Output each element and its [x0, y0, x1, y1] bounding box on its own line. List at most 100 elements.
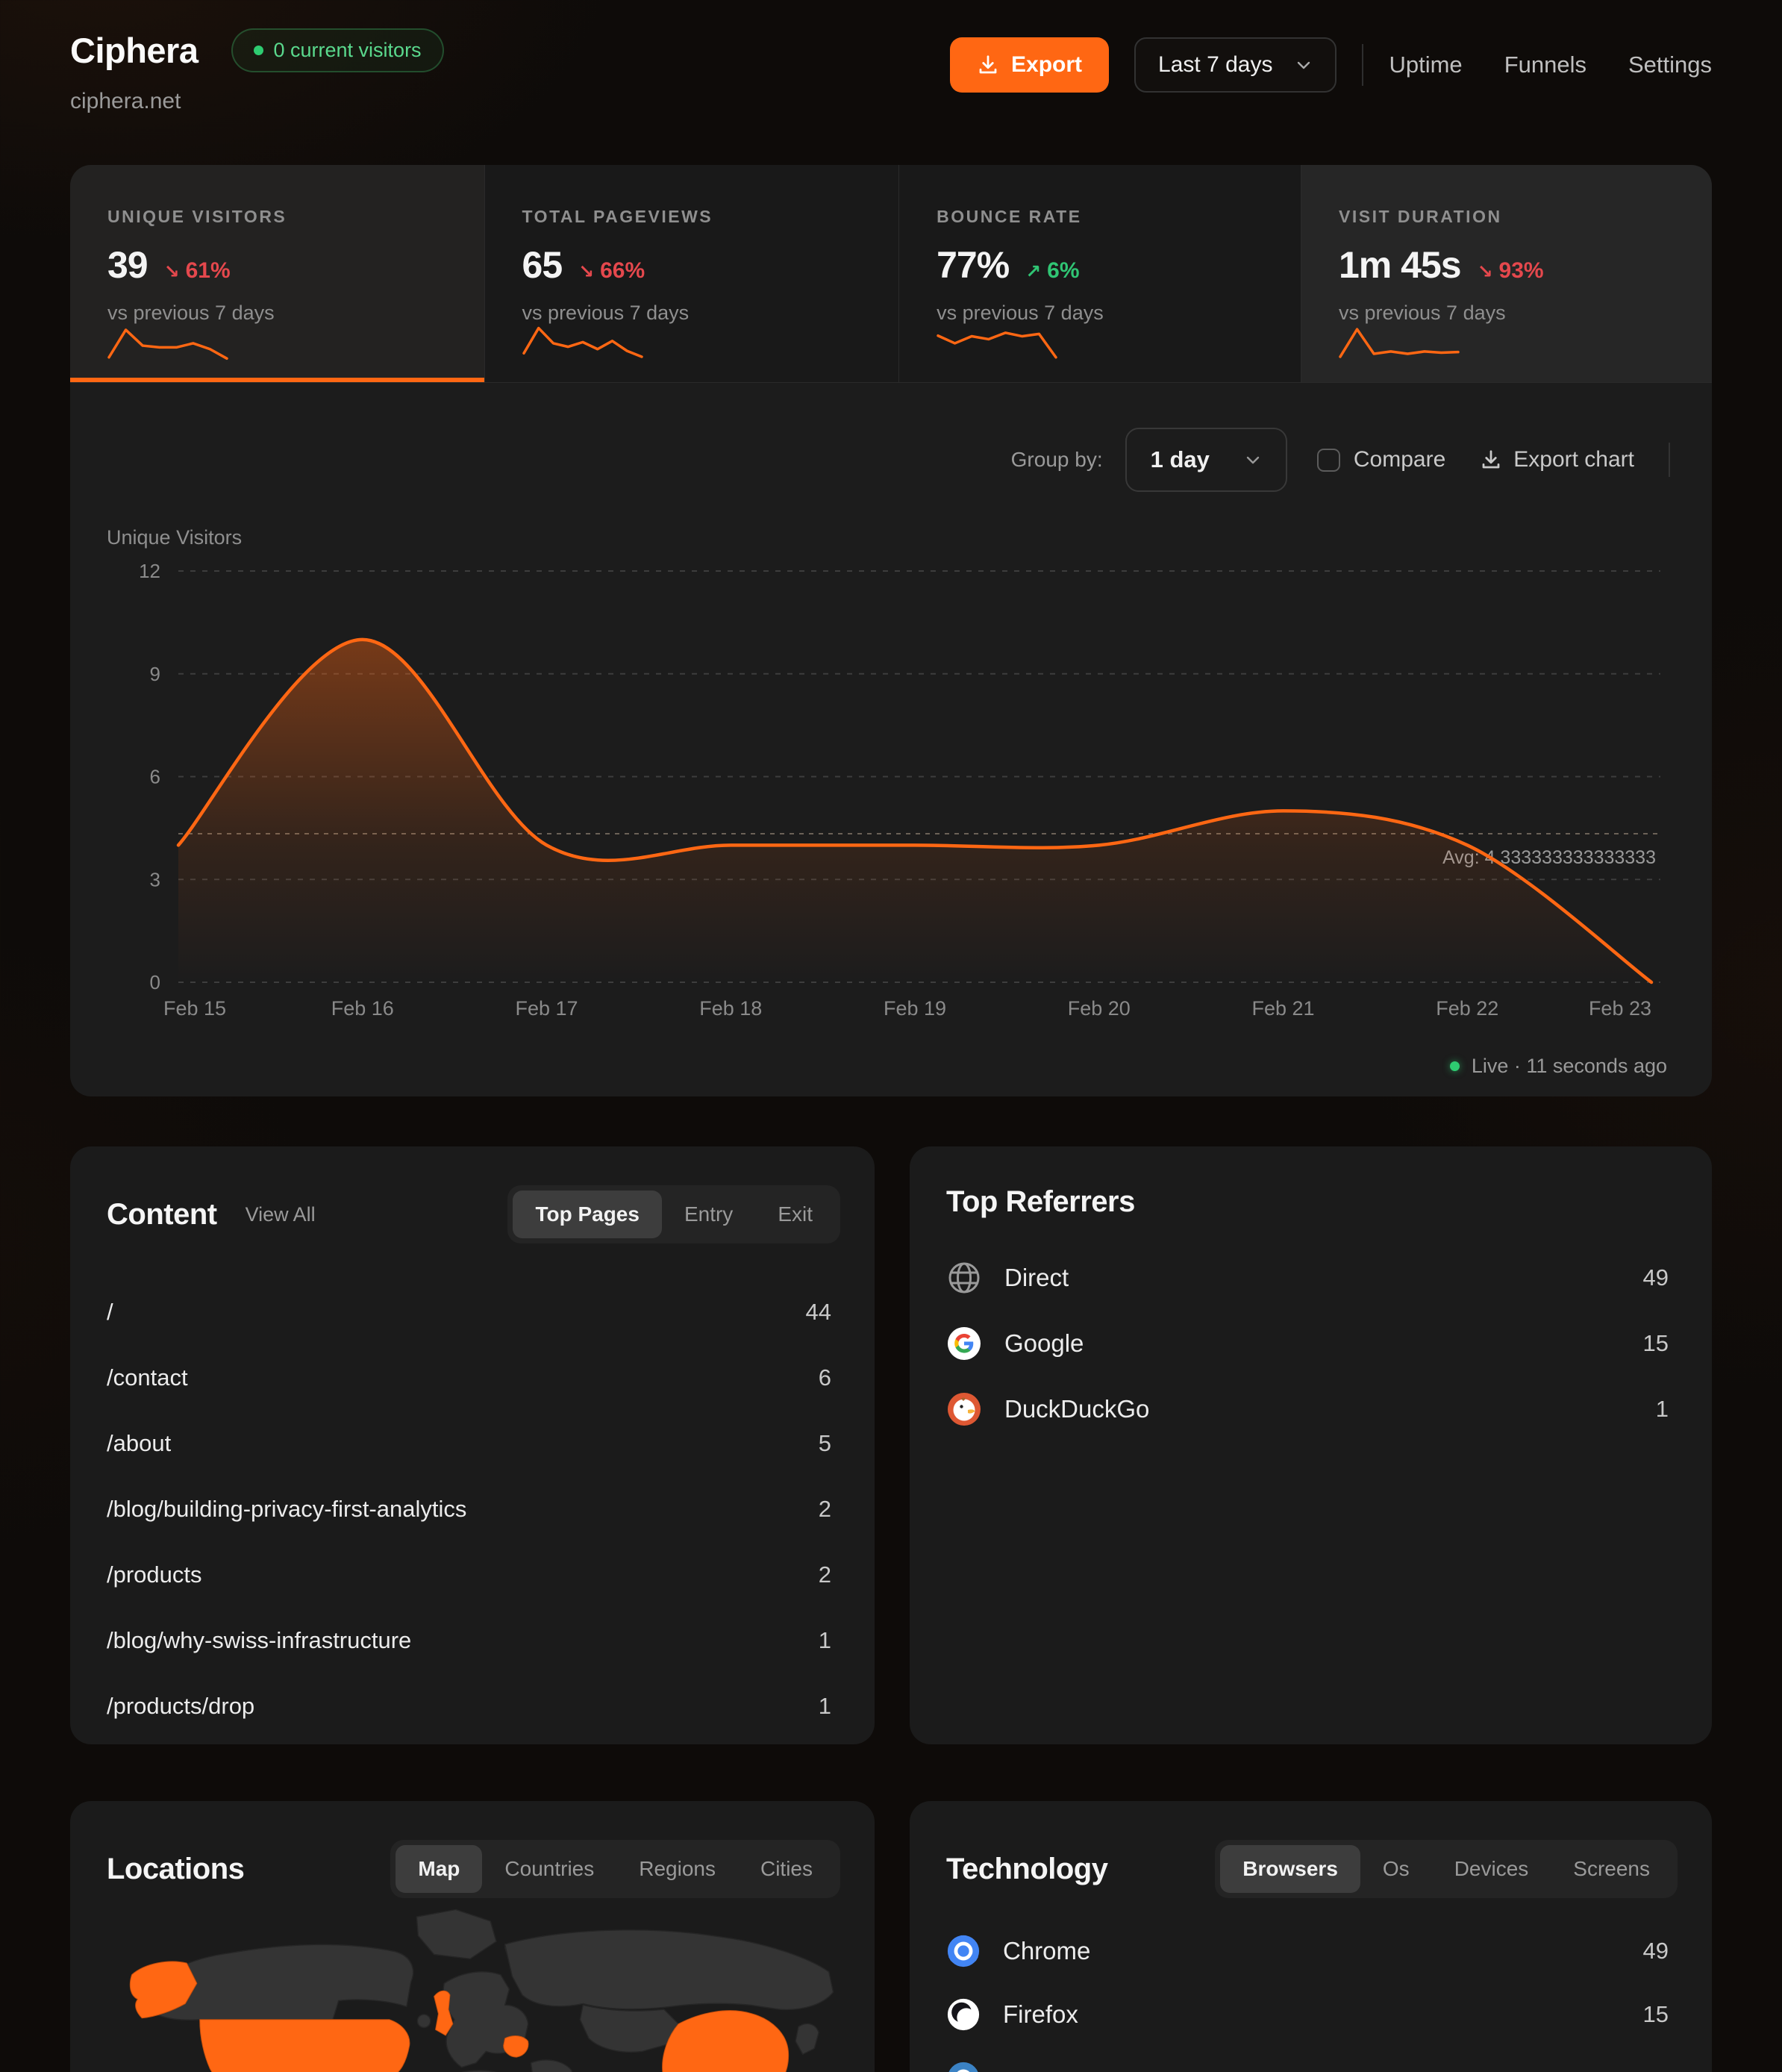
page-row[interactable]: /blog/building-privacy-first-analytics 2 — [107, 1476, 831, 1542]
tab-cities[interactable]: Cities — [760, 1857, 813, 1880]
stat-label: VISIT DURATION — [1339, 207, 1502, 226]
page-count: 2 — [818, 1561, 831, 1588]
page-count: 5 — [818, 1430, 831, 1456]
export-chart-button[interactable]: Export chart — [1480, 447, 1634, 472]
svg-text:Feb 22: Feb 22 — [1436, 997, 1498, 1020]
page-path: /products — [107, 1561, 202, 1588]
tab-screens[interactable]: Screens — [1573, 1857, 1650, 1880]
browser-count: 49 — [1642, 1937, 1669, 1964]
map-china-highlight — [662, 2010, 790, 2072]
sparkline-chart — [1339, 328, 1460, 358]
stat-unique-visitors[interactable]: UNIQUE VISITORS 39 ↘ 61% vs previous 7 da… — [70, 165, 485, 382]
svg-text:Feb 17: Feb 17 — [515, 997, 578, 1020]
sparkline-chart — [107, 328, 228, 361]
referrer-name: Google — [1004, 1329, 1084, 1357]
world-map-svg — [129, 1909, 834, 2072]
referrers-list: Direct 49 Google 15 DuckDuckGo 1 — [946, 1245, 1669, 1442]
page-row[interactable]: /products 2 — [107, 1542, 831, 1608]
stat-delta: ↗ 6% — [1025, 258, 1080, 283]
live-dot-icon — [253, 46, 263, 55]
referrers-panel-title: Top Referrers — [946, 1185, 1135, 1218]
trend-down-icon: ↘ — [1477, 261, 1493, 282]
world-map[interactable] — [100, 1897, 845, 2072]
export-label: Export — [1011, 52, 1083, 77]
page-row[interactable]: /contact 6 — [107, 1345, 831, 1411]
live-status: Live · 11 seconds ago — [1449, 1055, 1667, 1078]
tab-countries[interactable]: Countries — [504, 1857, 595, 1880]
svg-text:Feb 18: Feb 18 — [699, 997, 762, 1020]
stat-value: 39 — [107, 244, 148, 286]
download-icon — [1482, 450, 1500, 469]
referrers-panel: Top Referrers Direct 49 Google 15 DuckDu… — [910, 1146, 1712, 1744]
nav-item-settings[interactable]: Settings — [1628, 52, 1712, 78]
stat-bounce-rate[interactable]: BOUNCE RATE 77% ↗ 6% vs previous 7 days — [899, 165, 1301, 382]
page-count: 2 — [818, 1496, 831, 1522]
technology-tabs: Browsers Os Devices Screens — [1215, 1840, 1678, 1898]
export-button[interactable]: Export — [950, 37, 1110, 93]
page-row[interactable]: /about 5 — [107, 1411, 831, 1476]
stat-value: 77% — [937, 244, 1010, 286]
content-panel: Content View All Top Pages Entry Exit / 4… — [70, 1146, 875, 1744]
nav-item-funnels[interactable]: Funnels — [1504, 52, 1586, 78]
date-range-dropdown[interactable]: Last 7 days — [1134, 37, 1337, 93]
browser-count: 15 — [1642, 2000, 1669, 2027]
content-panel-title: Content — [107, 1197, 217, 1231]
page-count: 1 — [818, 1693, 831, 1719]
tab-top-pages[interactable]: Top Pages — [513, 1191, 662, 1238]
live-dot-icon — [1449, 1061, 1460, 1071]
view-all-link[interactable]: View All — [245, 1202, 316, 1226]
referrer-count: 49 — [1642, 1264, 1669, 1291]
duckduckgo-icon — [948, 1393, 981, 1426]
header: Ciphera 0 current visitors ciphera.net E… — [70, 28, 1712, 114]
page-path: /blog/building-privacy-first-analytics — [107, 1496, 467, 1522]
stat-total-pageviews[interactable]: TOTAL PAGEVIEWS 65 ↘ 66% vs previous 7 da… — [484, 165, 900, 382]
map-romania-highlight — [503, 2035, 529, 2058]
browser-name: Chrome — [1003, 1936, 1091, 1965]
compare-checkbox[interactable] — [1316, 448, 1340, 472]
group-by-dropdown[interactable]: 1 day — [1125, 428, 1287, 492]
tab-exit[interactable]: Exit — [778, 1202, 813, 1226]
page-row[interactable]: /blog/why-swiss-infrastructure 1 — [107, 1608, 831, 1673]
visitors-area-chart[interactable]: 0 3 6 9 12 Feb 15 Feb 16 Feb 17 Feb 18 Feb 19 Feb … — [70, 383, 1712, 1096]
browsers-list: Chrome 49 Firefox 15 — [946, 1919, 1669, 2072]
page-row[interactable]: / 44 — [107, 1279, 831, 1345]
svg-text:3: 3 — [150, 868, 160, 890]
page-count: 1 — [818, 1627, 831, 1653]
download-icon — [979, 55, 997, 74]
trend-up-icon: ↗ — [1025, 261, 1042, 282]
nav-item-uptime[interactable]: Uptime — [1389, 52, 1463, 78]
compare-toggle[interactable]: Compare — [1316, 447, 1445, 472]
stat-visit-duration[interactable]: VISIT DURATION 1m 45s ↘ 93% vs previous 7… — [1301, 165, 1712, 382]
page-path: /products/drop — [107, 1693, 255, 1719]
tab-browsers[interactable]: Browsers — [1220, 1845, 1360, 1893]
main-nav: Uptime Funnels Settings — [1389, 52, 1712, 78]
tab-regions[interactable]: Regions — [639, 1857, 716, 1880]
current-visitors-label: 0 current visitors — [273, 39, 422, 61]
referrer-name: DuckDuckGo — [1004, 1395, 1150, 1423]
tab-map[interactable]: Map — [396, 1845, 483, 1893]
referrer-count: 15 — [1642, 1330, 1669, 1356]
current-visitors-badge[interactable]: 0 current visitors — [231, 28, 444, 72]
site-domain: ciphera.net — [70, 89, 181, 113]
svg-text:Feb 20: Feb 20 — [1068, 997, 1131, 1020]
analytics-card: UNIQUE VISITORS 39 ↘ 61% vs previous 7 da… — [70, 165, 1712, 1096]
referrer-row[interactable]: Direct 49 — [946, 1245, 1669, 1311]
google-icon — [948, 1327, 981, 1360]
chrome-icon — [947, 1935, 980, 1967]
tab-devices[interactable]: Devices — [1454, 1857, 1529, 1880]
chart-controls: Group by: 1 day Compare Export chart — [1011, 428, 1670, 492]
browser-row[interactable]: Firefox 15 — [946, 1982, 1669, 2046]
page-path: /about — [107, 1430, 172, 1456]
page-row[interactable]: /products/drop 1 — [107, 1673, 831, 1739]
browser-row[interactable]: Chrome 49 — [946, 1919, 1669, 1982]
stat-delta: ↘ 93% — [1477, 258, 1544, 283]
tab-entry[interactable]: Entry — [684, 1202, 734, 1226]
stat-compare-label: vs previous 7 days — [107, 302, 275, 324]
content-tabs: Top Pages Entry Exit — [507, 1185, 840, 1243]
browser-row-partial[interactable] — [946, 2046, 1669, 2072]
tab-os[interactable]: Os — [1382, 1857, 1410, 1880]
referrer-row[interactable]: Google 15 — [946, 1311, 1669, 1376]
sparkline-chart — [937, 331, 1057, 359]
svg-text:Feb 15: Feb 15 — [163, 997, 226, 1020]
referrer-row[interactable]: DuckDuckGo 1 — [946, 1376, 1669, 1442]
